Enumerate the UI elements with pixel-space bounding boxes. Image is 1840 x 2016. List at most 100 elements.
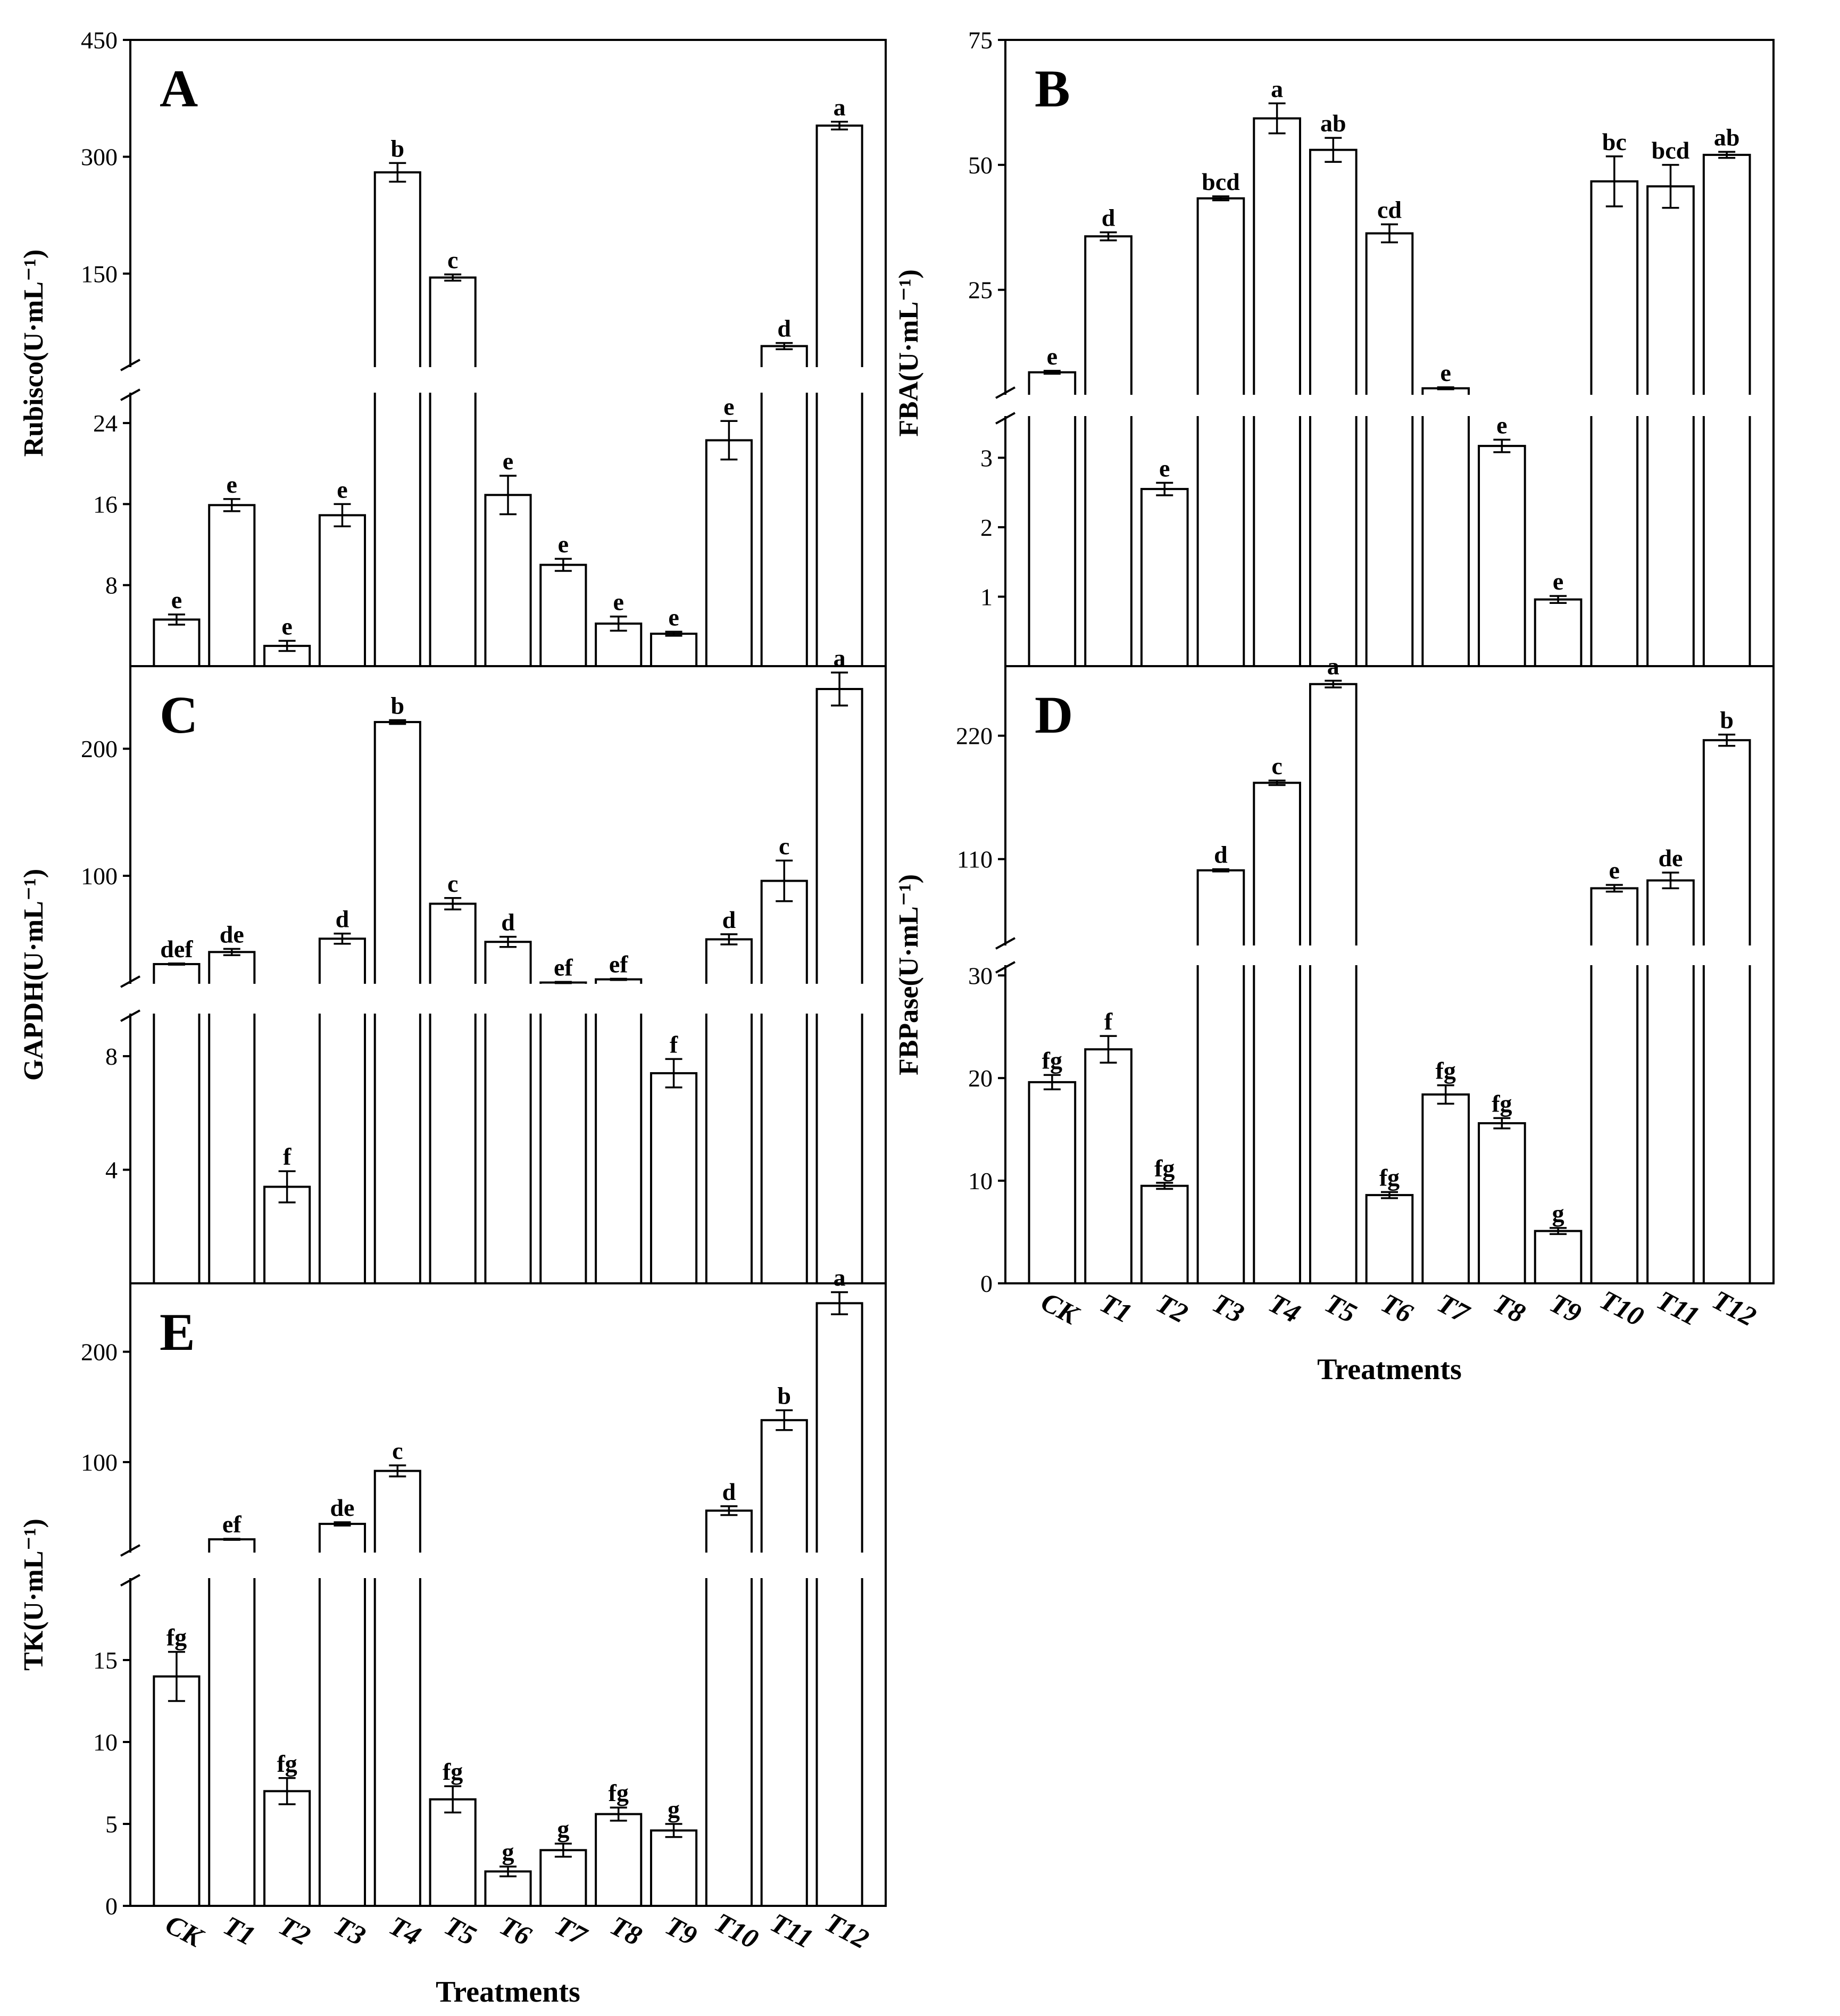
- y-tick-label: 100: [81, 862, 118, 890]
- y-tick-label: 0: [980, 1270, 993, 1297]
- error-bar: [278, 1170, 296, 1204]
- error-bar: [665, 1058, 682, 1089]
- bar-break-gap: [1196, 945, 1246, 965]
- axis-break-gap: [1002, 945, 1009, 965]
- significance-letter: e: [1440, 359, 1451, 386]
- significance-letter: d: [722, 1478, 736, 1505]
- category-label: T1: [1095, 1288, 1136, 1329]
- bar-break-gap: [318, 984, 367, 1014]
- error-bar: [1325, 679, 1342, 688]
- category-label: T3: [329, 1911, 370, 1952]
- error-bar: [334, 1521, 351, 1526]
- bar-break-gap: [1702, 395, 1752, 416]
- axis-break-mark: [120, 359, 140, 401]
- bar-break-gap: [760, 984, 809, 1014]
- y-tick-label: 3: [980, 444, 993, 471]
- bar-break-gap: [152, 984, 201, 1014]
- significance-letter: e: [1047, 343, 1058, 370]
- significance-letter: d: [777, 315, 791, 342]
- significance-letter: de: [330, 1494, 354, 1521]
- y-axis-label: FBA(U·mL⁻¹): [894, 269, 924, 437]
- significance-letter: g: [668, 1796, 680, 1823]
- error-bar: [1156, 482, 1173, 496]
- significance-letter: fg: [277, 1750, 297, 1777]
- category-label: T5: [439, 1911, 481, 1952]
- error-bar: [665, 630, 682, 637]
- bar-t1: [208, 504, 256, 667]
- error-bar: [1605, 884, 1623, 893]
- y-tick-label: 4: [105, 1157, 118, 1184]
- bar-t8: [595, 1813, 643, 1907]
- y-tick-label: 300: [81, 144, 118, 171]
- y-axis-label: Rubisco(U·mL⁻¹): [19, 250, 49, 457]
- panel-label: E: [160, 1302, 195, 1362]
- bar-t3: [318, 514, 367, 667]
- y-tick-label: 30: [968, 962, 993, 989]
- error-bar: [1437, 386, 1454, 391]
- significance-letter: e: [1159, 454, 1170, 482]
- y-tick-label: 10: [968, 1167, 993, 1194]
- significance-letter: fg: [1492, 1090, 1512, 1117]
- bar-t8: [595, 978, 643, 1284]
- error-bar: [1381, 1191, 1398, 1199]
- error-bar: [499, 935, 517, 948]
- bar-t11: [760, 880, 808, 1284]
- bar-break-gap: [207, 1553, 256, 1578]
- error-bar: [776, 859, 793, 902]
- significance-letter: a: [1327, 652, 1339, 679]
- significance-letter: a: [1271, 75, 1283, 102]
- bar-break-gap: [1646, 945, 1695, 965]
- bar-t12: [1702, 739, 1751, 1284]
- bar-break-gap: [1589, 945, 1639, 965]
- category-label: CK: [161, 1909, 209, 1954]
- bar-t3: [1196, 869, 1245, 1285]
- significance-letter: c: [447, 870, 458, 897]
- bar-break-gap: [594, 984, 643, 1014]
- significance-letter: e: [1496, 411, 1507, 438]
- y-tick-label: 0: [105, 1893, 118, 1920]
- category-label: T7: [1433, 1288, 1475, 1330]
- error-bar: [720, 1505, 738, 1516]
- category-label: T4: [1263, 1288, 1305, 1329]
- axis-break-mark: [995, 386, 1015, 425]
- error-bar: [1493, 438, 1511, 453]
- significance-letter: f: [670, 1031, 678, 1058]
- bar-break-gap: [1646, 395, 1695, 416]
- error-bar: [1662, 872, 1679, 890]
- bar-t5: [1309, 683, 1358, 1284]
- bar-break-gap: [539, 984, 588, 1014]
- bar-break-gap: [1308, 395, 1358, 416]
- panel-label: D: [1035, 685, 1073, 744]
- category-label: T5: [1320, 1288, 1361, 1329]
- significance-letter: fg: [1379, 1164, 1400, 1191]
- significance-letter: b: [1720, 707, 1734, 734]
- y-tick-label: 25: [968, 277, 993, 304]
- error-bar: [499, 1865, 517, 1878]
- significance-letter: f: [283, 1143, 292, 1170]
- error-bar: [610, 615, 627, 632]
- error-bar: [499, 475, 517, 516]
- bar-t9: [1534, 1230, 1583, 1285]
- error-bar: [831, 671, 848, 707]
- significance-letter: c: [447, 246, 458, 273]
- bar-break-gap: [484, 984, 532, 1014]
- significance-letter: d: [722, 906, 736, 933]
- significance-letter: ef: [222, 1511, 242, 1538]
- bar-t10: [705, 439, 753, 667]
- error-bar: [1550, 1227, 1567, 1235]
- significance-letter: a: [834, 94, 846, 121]
- error-bar: [1100, 231, 1117, 242]
- category-label: T10: [710, 1907, 763, 1955]
- error-bar: [776, 342, 793, 351]
- bar-break-gap: [760, 367, 809, 393]
- error-bar: [554, 558, 572, 572]
- x-axis-label: Treatments: [436, 1976, 580, 2009]
- bar-t1: [1084, 1048, 1133, 1285]
- bar-t9: [650, 1072, 698, 1285]
- category-label: T8: [605, 1911, 647, 1952]
- category-label: T3: [1208, 1288, 1249, 1329]
- error-bar: [554, 1843, 572, 1858]
- error-bar: [1100, 1035, 1117, 1064]
- error-bar: [610, 977, 627, 981]
- error-bar: [1662, 164, 1679, 209]
